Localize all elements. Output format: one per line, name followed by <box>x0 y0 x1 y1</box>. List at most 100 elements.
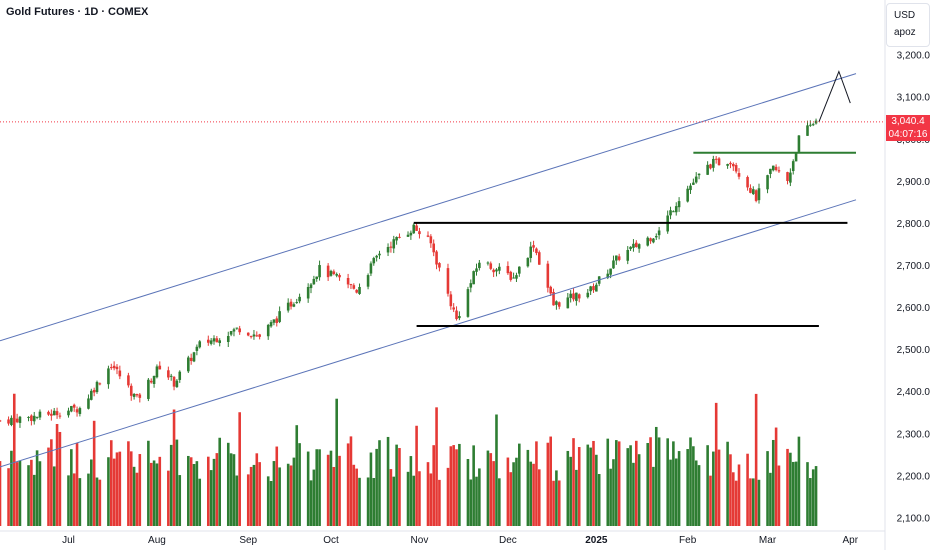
volume-bar <box>726 441 729 526</box>
volume-bar <box>27 465 30 526</box>
candle-body <box>555 301 558 305</box>
candle-body <box>532 245 535 248</box>
volume-bar <box>652 466 655 526</box>
candle-body <box>589 286 592 292</box>
candle-body <box>78 408 82 414</box>
volume-bar <box>75 443 79 526</box>
volume-bar <box>489 453 493 526</box>
volume-bar <box>737 464 741 526</box>
volume-bar <box>249 466 253 526</box>
candle-body <box>615 255 618 261</box>
candle-body <box>352 285 356 289</box>
y-tick-label: 2,500.0 <box>897 345 931 356</box>
candle-body <box>306 287 310 299</box>
volume-bar <box>754 393 758 526</box>
candle-body <box>751 189 755 195</box>
volume-bar <box>609 468 612 526</box>
x-tick-label: Aug <box>148 535 166 546</box>
candle-body <box>418 231 421 235</box>
candle-body <box>289 301 293 307</box>
candle-body <box>87 398 90 409</box>
candle-body <box>746 177 749 188</box>
volume-bar <box>215 453 219 526</box>
candle-body <box>286 302 290 311</box>
volume-bar <box>212 458 216 526</box>
candle-body <box>449 294 453 307</box>
candle-body <box>626 249 630 261</box>
volume-bar <box>30 459 33 526</box>
y-tick-label: 2,200.0 <box>897 471 931 482</box>
candle-body <box>255 335 259 337</box>
candle-body <box>392 239 396 249</box>
volume-bar <box>109 440 113 526</box>
candle-body <box>298 296 301 302</box>
volume-bar <box>535 441 538 526</box>
candle-body <box>58 415 62 417</box>
x-tick-label: Sep <box>239 535 257 546</box>
volume-bar <box>809 478 812 526</box>
volume-bar <box>15 462 19 526</box>
volume-bar <box>458 443 461 526</box>
volume-bar <box>366 477 370 526</box>
candle-body <box>794 152 798 162</box>
candle-body <box>252 334 256 337</box>
volume-bar <box>615 440 618 526</box>
volume-bar <box>771 439 775 526</box>
candle-body <box>135 393 139 396</box>
currency-selector[interactable]: USD apoz <box>886 3 930 47</box>
volume-bar <box>35 450 39 526</box>
candle-body <box>469 283 473 288</box>
candle-body <box>278 311 281 322</box>
candle-body <box>115 366 119 370</box>
volume-bar <box>47 447 50 526</box>
candle-body <box>749 187 752 193</box>
x-tick-label: Nov <box>411 535 429 546</box>
candle-body <box>729 162 732 165</box>
candle-body <box>109 367 113 369</box>
candle-body <box>706 164 709 175</box>
candle-body <box>127 375 130 386</box>
candle-body <box>426 235 430 237</box>
volume-bar <box>187 455 190 526</box>
candle-body <box>472 271 475 285</box>
x-tick-label: Mar <box>759 535 777 546</box>
candle-body <box>172 376 176 387</box>
candle-body <box>652 238 655 243</box>
candle-body <box>67 410 70 416</box>
volume-bar <box>734 480 738 526</box>
currency-sub-label: apoz <box>894 27 916 38</box>
candle-body <box>452 307 455 310</box>
candle-body <box>312 278 316 285</box>
volume-bar <box>617 441 621 526</box>
candle-body <box>478 262 481 269</box>
volume-bar <box>0 461 2 526</box>
volume-bar <box>369 452 373 526</box>
candle-body <box>609 268 612 275</box>
volume-bar <box>115 452 119 526</box>
candle-body <box>30 415 33 421</box>
volume-bar <box>10 450 13 526</box>
candle-body <box>717 158 721 166</box>
candle-body <box>232 329 236 332</box>
candle-body <box>178 371 182 380</box>
volume-bar <box>355 468 358 526</box>
volume-bar <box>312 469 316 526</box>
candle-body <box>189 357 193 362</box>
volume-bar <box>646 443 650 526</box>
volume-bar <box>686 449 689 526</box>
candle-body <box>674 206 678 213</box>
volume-bar <box>169 444 173 526</box>
candle-body <box>432 243 436 253</box>
volume-bar <box>732 472 735 526</box>
candle-body <box>649 238 652 242</box>
volume-bar <box>135 472 139 526</box>
volume-bar <box>206 456 210 526</box>
candle-body <box>549 286 552 294</box>
volume-bar <box>232 454 236 526</box>
candle-body <box>209 340 213 344</box>
candle-body <box>712 158 715 168</box>
channel-upper-line <box>0 73 857 342</box>
volume-bar <box>255 453 259 526</box>
volume-bar <box>349 436 353 526</box>
